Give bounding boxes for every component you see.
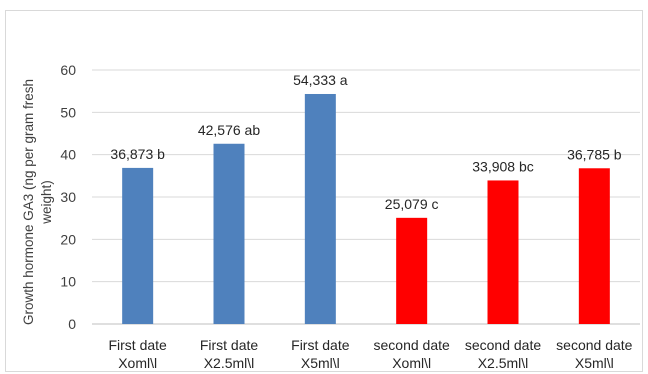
x-category-label-line: X2.5ml\l <box>478 355 529 371</box>
gridlines <box>92 69 640 325</box>
bar <box>487 180 519 324</box>
x-category-label: First date Xoml\l <box>108 337 167 371</box>
x-category-label-line: X5ml\l <box>301 355 340 371</box>
y-tick-labels: 0 10 20 30 40 50 60 <box>60 62 76 332</box>
bars <box>122 93 610 325</box>
x-category-label-line: X5ml\l <box>575 355 614 371</box>
y-tick-label: 0 <box>68 316 76 332</box>
y-tick-label: 10 <box>60 274 76 290</box>
y-tick-label: 60 <box>60 62 76 78</box>
data-label: 42,576 ab <box>198 122 260 138</box>
x-category-label-line: First date <box>108 337 167 353</box>
y-tick-label: 30 <box>60 189 76 205</box>
y-axis-label: Growth hormone GA3 (ng per gram fresh wei… <box>21 79 54 325</box>
x-category-label: second date X5ml\l <box>556 337 632 371</box>
data-label: 36,785 b <box>567 146 622 162</box>
x-category-label: second date Xoml\l <box>374 337 450 371</box>
x-category-label: First date X2.5ml\l <box>200 337 259 371</box>
x-category-label-line: Xoml\l <box>392 355 431 371</box>
bar <box>213 143 245 324</box>
bar <box>578 168 610 324</box>
y-axis-label-line: Growth hormone GA3 (ng per gram fresh <box>21 79 36 325</box>
y-tick-label: 20 <box>60 231 76 247</box>
x-category-label-line: second date <box>465 337 541 353</box>
data-labels: 36,873 b 42,576 ab 54,333 a 25,079 c 33,908 … <box>110 72 621 212</box>
x-category-label-line: First date <box>291 337 350 353</box>
x-category-label-line: First date <box>200 337 259 353</box>
bar <box>122 167 154 324</box>
y-tick-label: 50 <box>60 104 76 120</box>
x-category-label-line: Xoml\l <box>118 355 157 371</box>
x-category-label: First date X5ml\l <box>291 337 350 371</box>
x-category-label-line: second date <box>556 337 632 353</box>
bar <box>304 93 336 325</box>
data-label: 36,873 b <box>110 146 165 162</box>
data-label: 54,333 a <box>293 72 348 88</box>
data-label: 33,908 bc <box>472 158 534 174</box>
bar <box>396 217 428 324</box>
x-category-label: second date X2.5ml\l <box>465 337 541 371</box>
y-axis-label-line: weight) <box>39 180 54 225</box>
data-label: 25,079 c <box>385 196 439 212</box>
x-category-label-line: X2.5ml\l <box>204 355 255 371</box>
x-category-label-line: second date <box>374 337 450 353</box>
y-tick-label: 40 <box>60 147 76 163</box>
